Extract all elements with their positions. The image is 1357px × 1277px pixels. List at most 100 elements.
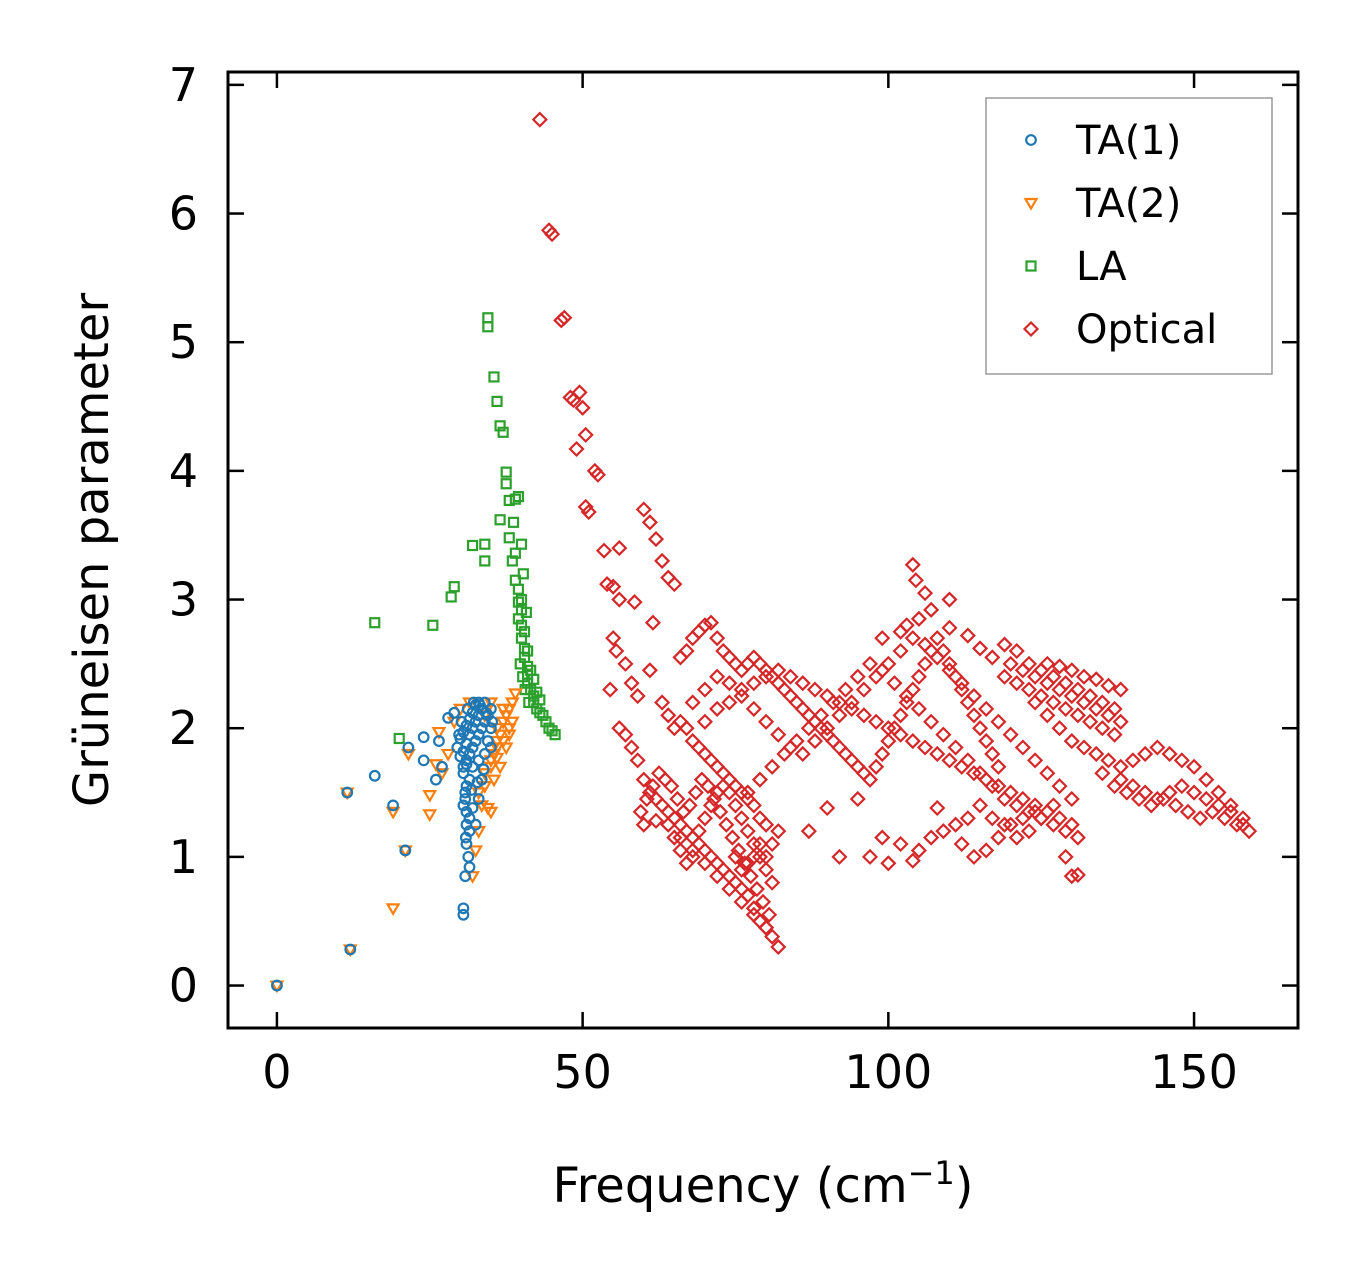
data-point <box>520 606 532 619</box>
data-point <box>523 696 535 709</box>
data-point <box>577 426 594 443</box>
data-point <box>1192 810 1209 827</box>
data-point <box>1008 675 1025 692</box>
data-point <box>534 707 546 719</box>
data-point <box>623 739 640 756</box>
data-point <box>602 681 619 698</box>
data-point <box>855 707 872 724</box>
data-point <box>751 771 768 788</box>
y-tick-label: 3 <box>169 573 198 627</box>
series-la <box>369 312 561 745</box>
data-point <box>984 745 1001 762</box>
data-point <box>472 754 485 767</box>
data-point <box>488 371 500 383</box>
data-point <box>953 681 970 698</box>
data-point <box>666 576 683 593</box>
data-point <box>904 556 921 573</box>
x-axis-label-main: Frequency (cm <box>552 1158 907 1214</box>
data-point <box>1069 829 1086 846</box>
data-point <box>635 771 652 788</box>
data-point <box>748 880 765 898</box>
data-point <box>990 713 1007 730</box>
x-axis-label: Frequency (cm−1) <box>552 1154 973 1214</box>
data-point <box>580 503 597 521</box>
data-point <box>745 906 762 923</box>
data-point <box>1002 816 1019 833</box>
data-point <box>892 707 909 724</box>
plot-frame <box>226 70 1300 1030</box>
data-point <box>696 617 713 634</box>
data-point <box>1027 694 1044 711</box>
data-point <box>1161 745 1178 762</box>
data-point <box>481 735 494 747</box>
data-point <box>702 614 720 631</box>
data-point <box>503 532 515 544</box>
data-point <box>1069 707 1086 724</box>
data-point <box>534 694 546 706</box>
data-point <box>644 614 661 631</box>
data-point <box>472 793 485 805</box>
data-point <box>1124 752 1141 769</box>
data-point <box>531 111 548 128</box>
data-point <box>678 720 695 737</box>
data-point <box>617 726 634 743</box>
data-point <box>494 514 506 526</box>
data-point <box>910 610 927 627</box>
data-point <box>492 761 508 775</box>
data-point <box>507 688 523 702</box>
data-point <box>745 848 762 865</box>
data-point <box>468 845 484 859</box>
data-point <box>451 741 464 754</box>
data-point <box>745 675 762 692</box>
data-point <box>684 694 701 711</box>
data-point <box>344 943 357 956</box>
data-point <box>910 700 927 717</box>
data-point <box>1075 694 1093 711</box>
data-point <box>996 790 1013 808</box>
data-point <box>641 514 658 531</box>
series-layer <box>269 111 1258 994</box>
data-point <box>515 619 528 631</box>
data-point <box>1008 642 1025 660</box>
data-point <box>1002 655 1019 672</box>
data-point <box>483 755 499 769</box>
data-point <box>471 826 487 839</box>
data-point <box>1198 790 1215 808</box>
data-point <box>1118 784 1135 801</box>
data-point <box>501 723 517 736</box>
data-point <box>721 675 738 692</box>
data-point <box>868 713 885 730</box>
data-point <box>1002 726 1019 743</box>
data-point <box>1008 829 1025 846</box>
data-point <box>477 781 493 794</box>
data-point <box>341 786 354 799</box>
data-point <box>1179 803 1196 820</box>
data-point <box>537 709 549 721</box>
legend-marker <box>1023 197 1039 211</box>
data-point <box>693 771 710 788</box>
data-point <box>929 799 946 817</box>
data-point <box>935 726 952 743</box>
data-point <box>935 823 952 840</box>
data-point <box>953 835 970 853</box>
data-point <box>929 745 946 762</box>
data-point <box>543 722 555 734</box>
data-point <box>1051 778 1068 795</box>
data-point <box>1173 778 1190 795</box>
data-point <box>886 720 903 737</box>
data-point <box>764 928 781 945</box>
data-point <box>758 848 775 865</box>
data-point <box>730 842 747 859</box>
data-point <box>1045 694 1062 711</box>
data-point <box>1063 868 1080 885</box>
data-point <box>489 752 505 766</box>
data-point <box>910 842 927 859</box>
data-point <box>947 739 964 756</box>
legend-entry: LA <box>1025 244 1127 290</box>
data-point <box>849 668 866 685</box>
data-point <box>429 773 442 786</box>
data-point <box>990 778 1007 795</box>
data-point <box>509 547 521 559</box>
data-point <box>745 797 762 814</box>
